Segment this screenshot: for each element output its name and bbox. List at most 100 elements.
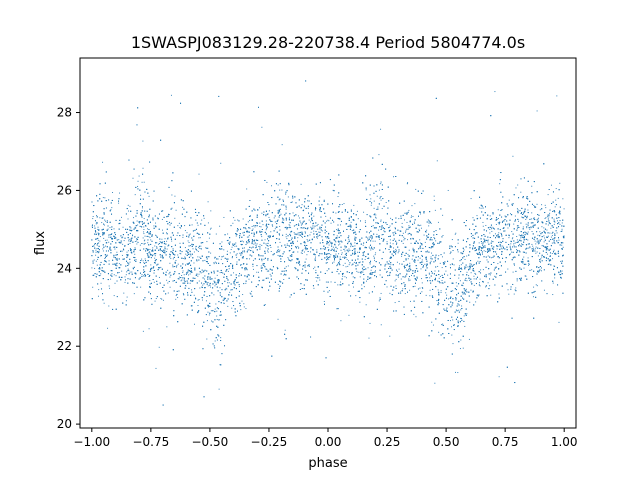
data-point (129, 271, 131, 273)
data-point (475, 273, 477, 275)
data-point (555, 188, 557, 190)
data-point (386, 241, 388, 243)
data-point (330, 241, 332, 243)
data-point (523, 267, 525, 269)
data-point (251, 290, 253, 292)
data-point (348, 248, 350, 250)
data-point (238, 249, 240, 251)
data-point (213, 294, 215, 296)
data-point (161, 298, 163, 300)
data-point (237, 219, 239, 221)
data-point (336, 264, 338, 266)
data-point (446, 294, 448, 296)
data-point (384, 264, 386, 266)
data-point (304, 248, 306, 250)
data-point (252, 268, 254, 270)
data-point (367, 257, 369, 259)
data-point (536, 273, 538, 275)
data-point (199, 237, 201, 239)
data-point (222, 272, 224, 274)
data-point (110, 209, 112, 211)
data-point (468, 338, 470, 340)
data-point (510, 243, 512, 245)
data-point (413, 221, 415, 223)
data-point (251, 241, 253, 243)
data-point (182, 293, 184, 295)
data-point (104, 258, 106, 260)
data-point (235, 235, 237, 237)
data-point (104, 219, 106, 221)
data-point (552, 258, 554, 260)
data-point (115, 263, 117, 265)
data-point (99, 236, 101, 238)
data-point (213, 280, 215, 282)
data-point (166, 279, 168, 281)
data-point (449, 253, 451, 255)
data-point (198, 237, 200, 239)
data-point (412, 249, 414, 251)
data-point (105, 261, 107, 263)
data-point (103, 224, 105, 226)
data-point (348, 290, 350, 292)
data-point (97, 232, 99, 234)
data-point (489, 228, 491, 230)
data-point (481, 251, 483, 253)
data-point (327, 253, 329, 255)
data-point (95, 260, 97, 262)
data-point (505, 224, 507, 226)
data-point (389, 225, 391, 227)
data-point (99, 217, 101, 219)
data-point (515, 241, 517, 243)
data-point (352, 276, 354, 278)
data-point (169, 276, 171, 278)
data-point (277, 254, 279, 256)
data-point (369, 247, 371, 249)
data-point (141, 258, 143, 260)
data-point (270, 231, 272, 233)
data-point (325, 215, 327, 217)
data-point (92, 218, 94, 220)
data-point (179, 227, 181, 229)
data-point (246, 269, 248, 271)
data-point (336, 235, 338, 237)
data-point (428, 273, 430, 275)
data-point (431, 252, 433, 254)
data-point (351, 264, 353, 266)
data-point (348, 238, 350, 240)
data-point (261, 244, 263, 246)
data-point (185, 253, 187, 255)
data-point (216, 310, 218, 312)
data-point (109, 236, 111, 238)
data-point (298, 232, 300, 234)
data-point (139, 244, 141, 246)
data-point (467, 266, 469, 268)
data-point (101, 222, 103, 224)
data-point (282, 219, 284, 221)
data-point (497, 222, 499, 224)
data-point (475, 261, 477, 263)
data-point (369, 194, 371, 196)
data-point (210, 310, 212, 312)
data-point (266, 227, 268, 229)
data-point (202, 271, 204, 273)
data-point (542, 245, 544, 247)
data-point (179, 252, 181, 254)
data-point (223, 302, 225, 304)
data-point (303, 205, 305, 207)
data-point (152, 247, 154, 249)
data-point (214, 340, 216, 342)
data-point (516, 239, 518, 241)
data-point (364, 220, 366, 222)
data-point (415, 316, 417, 318)
data-point (171, 194, 173, 196)
data-point (260, 265, 262, 267)
data-point (132, 177, 134, 179)
data-point (281, 144, 283, 146)
data-point (499, 214, 501, 216)
data-point (96, 264, 98, 266)
data-point (356, 270, 358, 272)
data-point (270, 269, 272, 271)
data-point (402, 242, 404, 244)
data-point (197, 256, 199, 258)
data-point (479, 285, 481, 287)
